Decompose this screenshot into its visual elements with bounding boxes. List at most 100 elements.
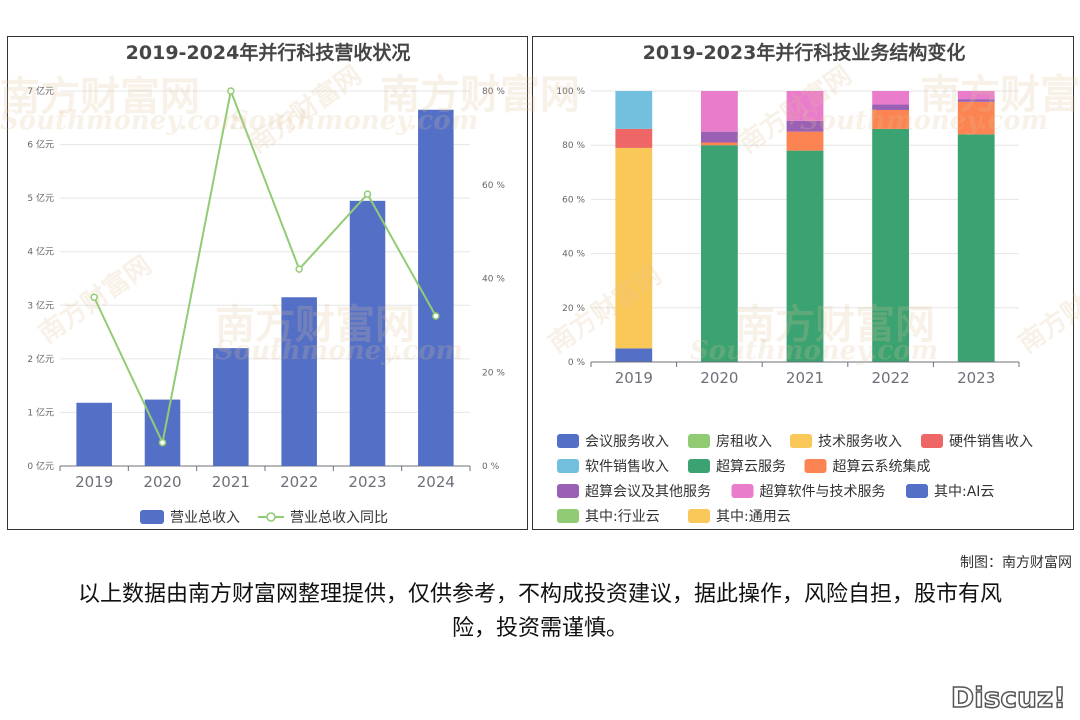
chart-credit: 制图：南方财富网 <box>960 555 1072 571</box>
legend-label: 软件销售收入 <box>585 459 669 475</box>
legend-swatch <box>557 484 579 498</box>
revenue-bar <box>349 200 386 467</box>
yoy-point <box>227 87 235 95</box>
x-tick-label: 2023 <box>957 369 995 387</box>
legend-swatch <box>557 509 579 523</box>
yoy-point <box>158 438 167 447</box>
revenue-bar <box>76 402 112 466</box>
x-tick-label: 2023 <box>348 473 386 491</box>
y-tick-label: 100 % <box>556 87 585 97</box>
legend-swatch <box>557 459 579 473</box>
x-tick-label: 2022 <box>872 369 910 387</box>
stack-segment <box>872 104 910 110</box>
legend-label: 硬件销售收入 <box>949 434 1033 450</box>
y-left-tick-label: 4 亿元 <box>27 246 54 258</box>
stack-segment <box>615 147 653 349</box>
legend-swatch <box>906 484 928 498</box>
legend-label: 营业总收入同比 <box>290 510 388 526</box>
x-tick-label: 2021 <box>786 369 824 387</box>
stack-segment <box>872 109 910 129</box>
legend-label: 超算云服务 <box>716 459 786 475</box>
stack-segment <box>786 131 824 151</box>
stack-segment <box>957 91 995 100</box>
stack-segment <box>957 99 995 102</box>
stack-segment <box>615 348 653 362</box>
revenue-bar <box>213 348 249 466</box>
x-tick-label: 2019 <box>75 473 113 491</box>
legend-label: 技术服务收入 <box>818 434 902 450</box>
yoy-point <box>90 293 98 301</box>
revenue-bar <box>281 297 317 466</box>
x-tick-label: 2022 <box>280 473 318 491</box>
legend-swatch <box>921 434 943 448</box>
x-tick-label: 2020 <box>700 369 738 387</box>
stack-segment <box>786 150 824 362</box>
y-tick-label: 0 % <box>568 358 586 368</box>
y-right-tick-label: 80 % <box>482 87 505 97</box>
legend-swatch <box>731 484 754 498</box>
legend-label: 超算云系统集成 <box>833 458 931 475</box>
stack-segment <box>872 91 910 105</box>
stack-segment <box>700 142 738 146</box>
legend-swatch <box>790 434 812 448</box>
chart-title: 2019-2023年并行科技业务结构变化 <box>643 41 966 64</box>
y-left-tick-label: 1 亿元 <box>27 406 54 418</box>
business-structure-chart: 2019-2023年并行科技业务结构变化 0 % 20 % 40 % 60 % 80 % 1… <box>556 41 1033 525</box>
y-right-tick-label: 0 % <box>482 462 500 472</box>
stack-segment <box>700 145 738 362</box>
stack-segment <box>786 120 824 132</box>
legend-swatch-bar <box>140 510 164 524</box>
x-tick-label: 2024 <box>417 473 455 491</box>
y-tick-label: 80 % <box>562 141 585 151</box>
stack-segment <box>700 131 738 143</box>
x-tick-label: 2020 <box>143 473 181 491</box>
legend-label: 其中:行业云 <box>585 509 660 525</box>
y-right-tick-label: 60 % <box>482 181 505 191</box>
legend-label: 其中:通用云 <box>716 509 791 525</box>
legend-label: 房租收入 <box>716 434 772 450</box>
stack-segment <box>615 91 653 129</box>
y-left-tick-label: 0 亿元 <box>27 460 54 472</box>
legend-swatch <box>557 434 579 448</box>
yoy-point <box>295 265 303 273</box>
forum-logo: Discuz! <box>950 680 1067 715</box>
yoy-point <box>432 312 440 320</box>
legend-swatch <box>688 434 710 448</box>
stack-segment <box>615 128 653 148</box>
x-tick-label: 2021 <box>212 473 250 491</box>
disclaimer-text: 以上数据由南方财富网整理提供，仅供参考，不构成投资建议，据此操作，风险自担，股市… <box>77 582 1002 641</box>
legend-swatch <box>688 459 710 473</box>
chart-title: 2019-2024年并行科技营收状况 <box>126 41 411 64</box>
y-left-tick-label: 5 亿元 <box>27 192 54 204</box>
legend-label: 超算会议及其他服务 <box>585 484 711 500</box>
y-left-tick-label: 2 亿元 <box>27 353 54 365</box>
revenue-bar <box>144 399 181 466</box>
legend-label: 营业总收入 <box>170 510 240 526</box>
revenue-chart-panel: 2019-2024年并行科技营收状况 0 亿元 1 亿元 2 亿元 3 亿元 4 亿元 5 … <box>7 36 528 530</box>
legend-swatch <box>688 509 710 523</box>
yoy-point <box>363 190 372 198</box>
y-left-tick-label: 6 亿元 <box>27 139 54 151</box>
legend-swatch-point <box>266 512 276 522</box>
stack-segment <box>786 91 824 121</box>
stack-segment <box>700 91 738 132</box>
y-tick-label: 60 % <box>562 195 585 205</box>
y-tick-label: 40 % <box>562 250 585 260</box>
y-right-tick-label: 20 % <box>482 368 505 378</box>
y-left-tick-label: 7 亿元 <box>27 85 54 97</box>
legend-label: 超算软件与技术服务 <box>760 484 886 500</box>
revenue-chart: 2019-2024年并行科技营收状况 0 亿元 1 亿元 2 亿元 3 亿元 4 亿元 5 … <box>27 41 505 526</box>
stack-segment <box>957 101 995 135</box>
legend-swatch <box>804 459 827 473</box>
stack-segment <box>957 134 995 362</box>
legend-label: 会议服务收入 <box>585 434 669 450</box>
y-right-tick-label: 40 % <box>482 275 505 285</box>
legend-label: 其中:AI云 <box>934 484 994 500</box>
y-left-tick-label: 3 亿元 <box>27 299 54 311</box>
yoy-line <box>93 87 437 446</box>
x-tick-label: 2019 <box>615 369 653 387</box>
revenue-bar <box>418 109 454 466</box>
stack-segment <box>872 128 910 362</box>
y-tick-label: 20 % <box>562 304 585 314</box>
business-structure-chart-panel: 2019-2023年并行科技业务结构变化 0 % 20 % 40 % 60 % 80 % 1… <box>532 36 1074 530</box>
